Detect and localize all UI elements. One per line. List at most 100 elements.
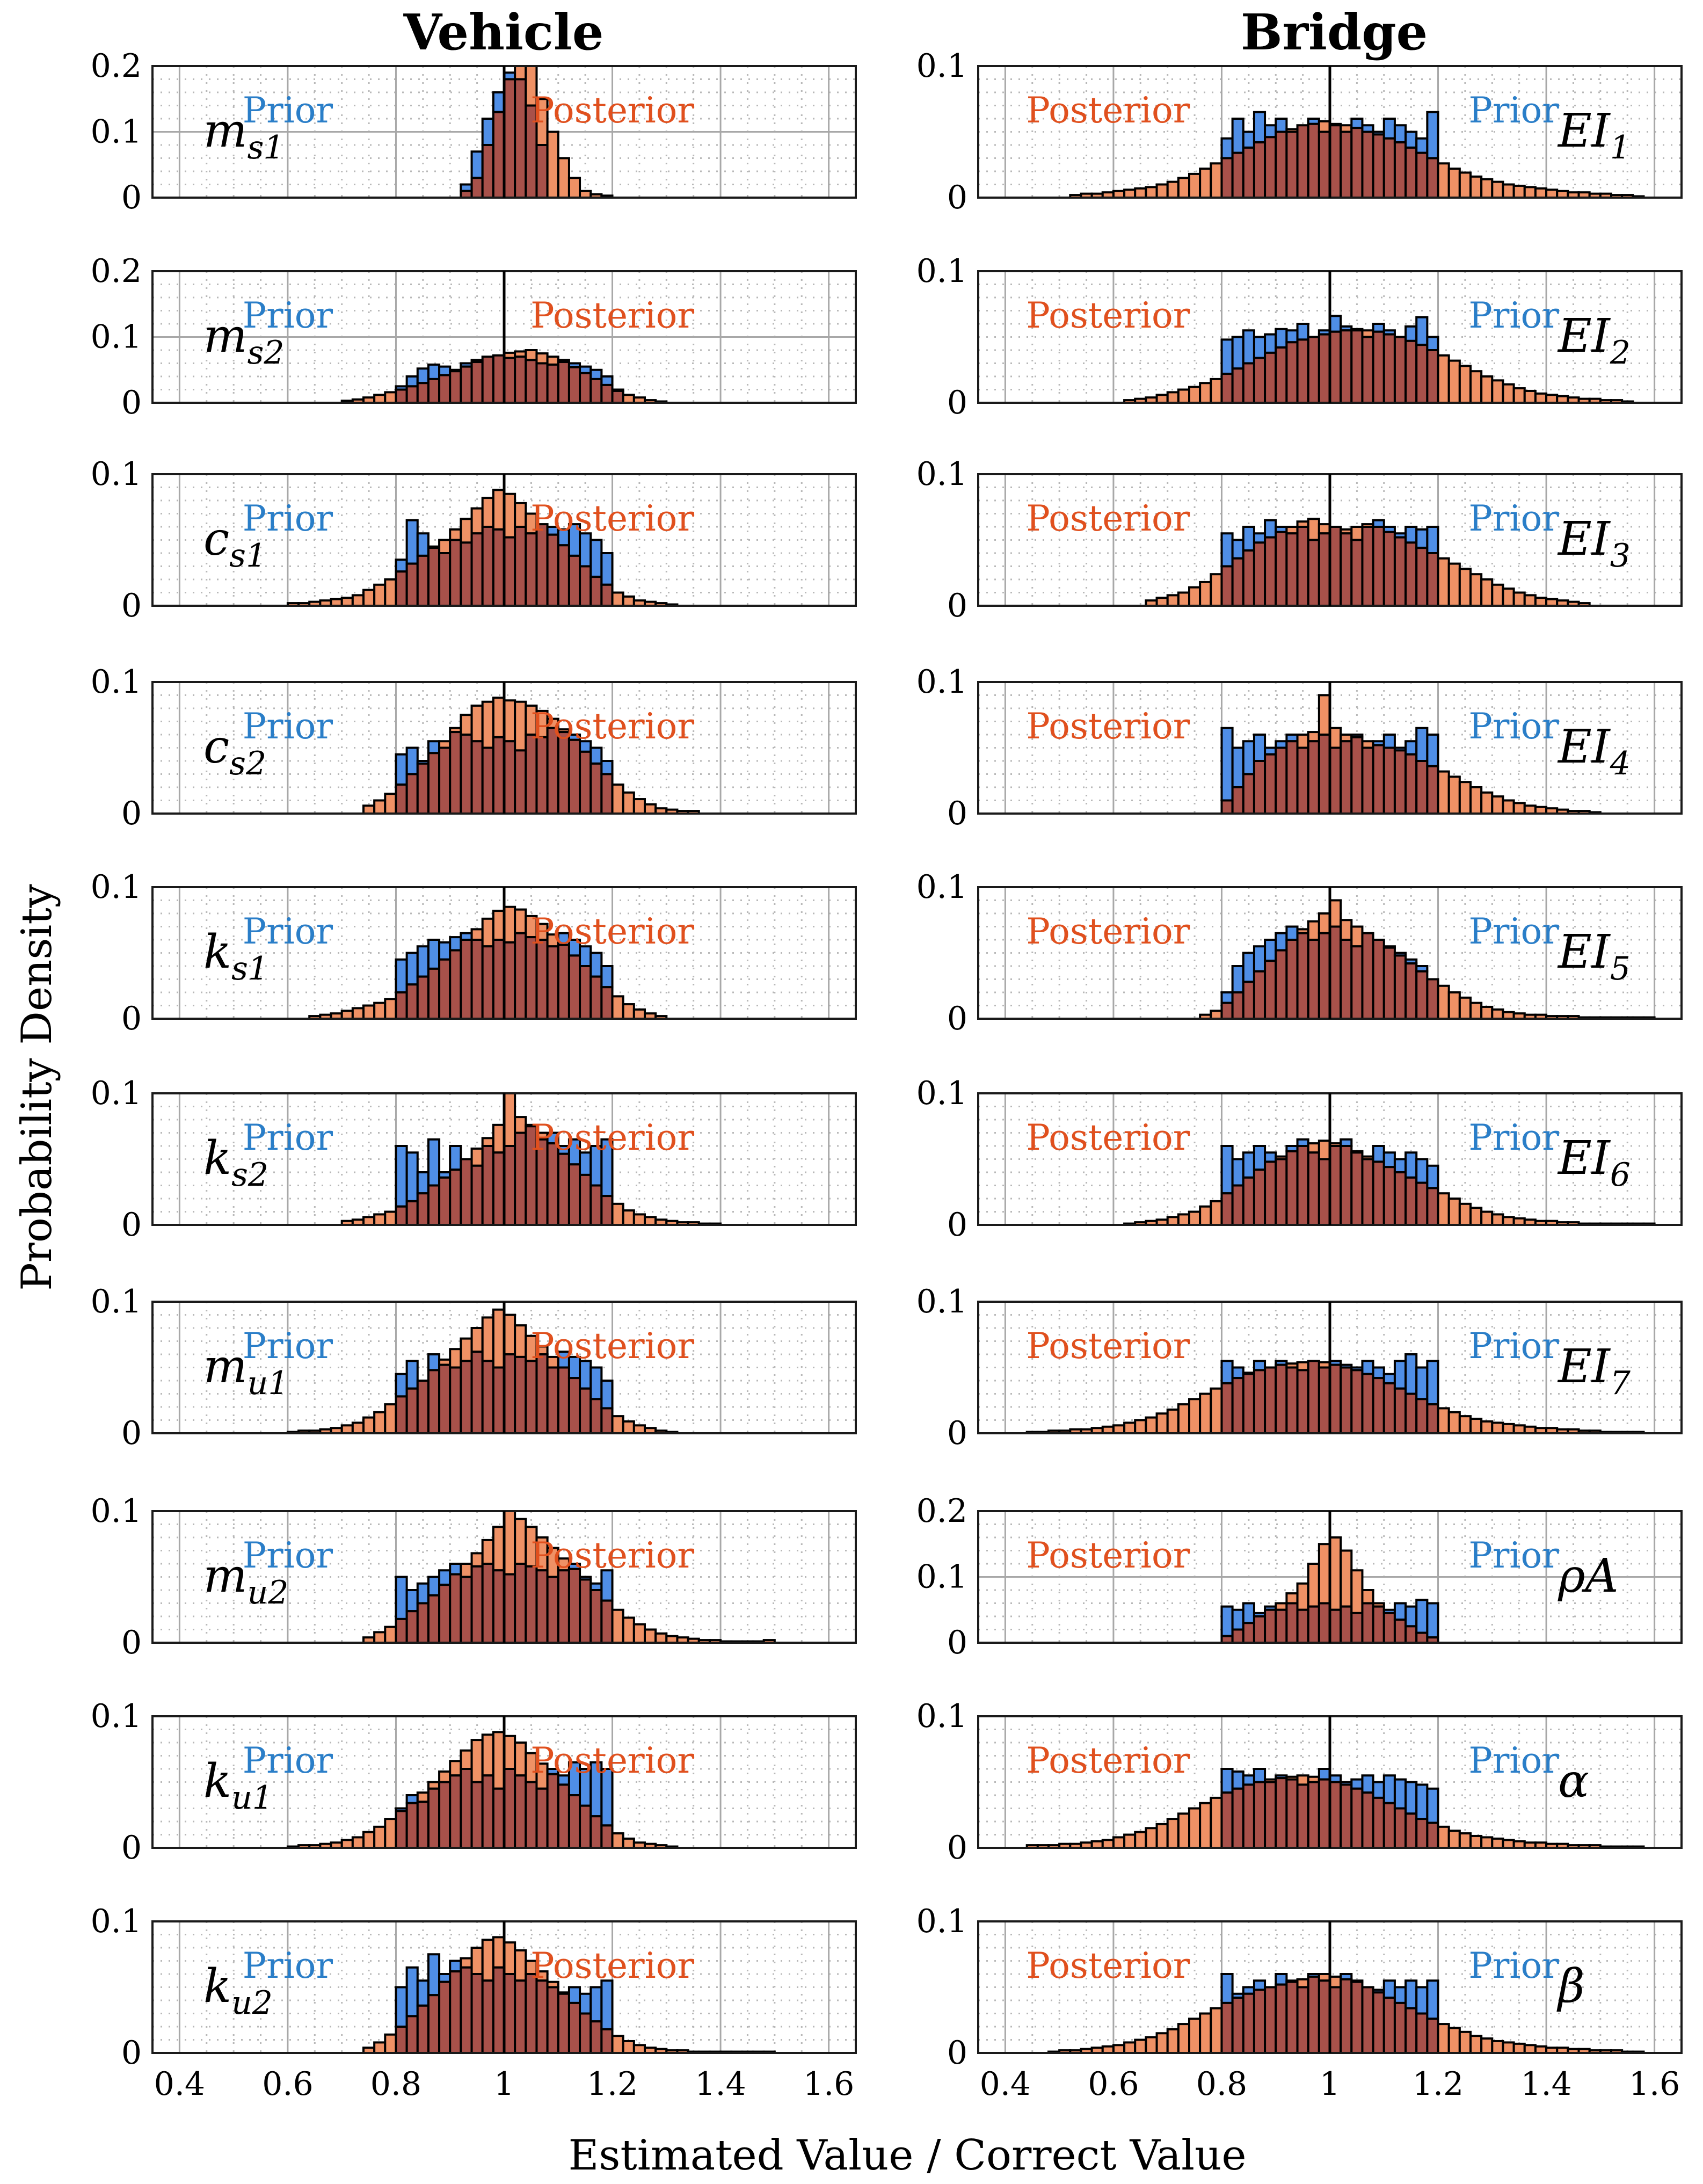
posterior-legend-label: Posterior (1026, 90, 1190, 131)
prior-bar (1404, 1979, 1418, 2009)
overlap-bar (1285, 1150, 1299, 1227)
posterior-bar (514, 65, 527, 81)
prior-bar (1231, 746, 1244, 788)
parameter-label: ks2 (203, 1131, 268, 1194)
y-tick-label: 0.1 (916, 252, 967, 290)
y-tick-label: 0.1 (916, 663, 967, 701)
overlap-bar (395, 991, 408, 1020)
posterior-bar (481, 1539, 494, 1565)
y-tick-label: 0.1 (91, 318, 142, 356)
overlap-bar (1307, 336, 1320, 404)
posterior-bar (1458, 171, 1472, 199)
overlap-bar (590, 975, 603, 1020)
overlap-bar (416, 975, 430, 1020)
posterior-bar (622, 2040, 635, 2054)
overlap-bar (1426, 2018, 1439, 2055)
prior-bar (1382, 118, 1396, 140)
parameter-subscript: s1 (248, 129, 285, 166)
overlap-bar (1318, 130, 1331, 199)
parameter-symbol: ρA (1558, 1549, 1619, 1603)
overlap-bar (535, 736, 549, 815)
posterior-bar (1166, 1408, 1180, 1434)
overlap-bar (1340, 130, 1353, 199)
posterior-bar (546, 130, 559, 199)
overlap-bar (1307, 740, 1320, 815)
overlap-bar (567, 1794, 581, 1849)
posterior-bar (1166, 1818, 1180, 1849)
posterior-bar (481, 700, 494, 749)
overlap-bar (492, 1569, 505, 1644)
parameter-label: ks1 (203, 925, 268, 988)
posterior-bar (351, 1007, 365, 1020)
posterior-bar (470, 1552, 484, 1568)
posterior-bar (1491, 1213, 1504, 1226)
posterior-bar (1534, 597, 1548, 607)
y-tick-label: 0 (121, 1624, 142, 1661)
posterior-bar (1296, 1774, 1309, 1786)
posterior-bar (1210, 162, 1223, 199)
posterior-bar (1458, 568, 1472, 607)
overlap-bar (579, 1578, 592, 1644)
y-tick-label: 0.2 (91, 47, 142, 85)
overlap-bar (1242, 1992, 1255, 2054)
overlap-bar (470, 532, 484, 607)
overlap-bar (395, 2026, 408, 2054)
overlap-bar (1393, 1387, 1407, 1434)
posterior-bar (1155, 183, 1169, 199)
posterior-bar (622, 1616, 635, 1644)
overlap-bar (1242, 1373, 1255, 1434)
overlap-bar (600, 383, 614, 404)
prior-bar (590, 1366, 603, 1401)
overlap-bar (567, 954, 581, 1020)
posterior-bar (1437, 1825, 1450, 1849)
overlap-bar (503, 1145, 516, 1226)
posterior-bar (1437, 770, 1450, 815)
overlap-bar (1382, 1382, 1396, 1434)
overlap-bar (1340, 939, 1353, 1020)
overlap-bar (1231, 1628, 1244, 1644)
overlap-bar (1296, 124, 1309, 199)
prior-bar (395, 1986, 408, 2028)
posterior-bar (1350, 526, 1364, 541)
posterior-bar (362, 1416, 376, 1435)
prior-legend-label: Prior (243, 1117, 333, 1158)
prior-legend-label: Prior (1468, 911, 1559, 952)
posterior-bar (1285, 1592, 1299, 1605)
prior-bar (1285, 329, 1299, 344)
overlap-bar (427, 752, 441, 815)
prior-bar (449, 1960, 462, 1973)
overlap-bar (1242, 773, 1255, 815)
overlap-bar (438, 1781, 452, 1849)
posterior-bar (1437, 162, 1450, 199)
posterior-bar (1188, 1398, 1202, 1435)
parameter-label: mu2 (203, 1549, 288, 1612)
histogram-panel: 0 0.1 Prior Posterior EI3 (916, 455, 1683, 625)
posterior-bar (611, 1608, 624, 1644)
overlap-bar (1329, 1608, 1342, 1644)
prior-bar (1253, 1768, 1267, 1783)
posterior-bar (1491, 1837, 1504, 1849)
parameter-subscript: u1 (231, 1779, 273, 1817)
prior-bar (1264, 939, 1277, 962)
overlap-bar (579, 1387, 592, 1434)
overlap-bar (1350, 1612, 1364, 1644)
overlap-bar (1372, 1991, 1385, 2055)
overlap-bar (395, 783, 408, 815)
posterior-bar (373, 1213, 387, 1226)
parameter-symbol: EI (1557, 104, 1611, 158)
prior-bar (590, 539, 603, 578)
overlap-bar (427, 378, 441, 404)
posterior-bar (1447, 562, 1461, 607)
prior-bar (1426, 1164, 1439, 1189)
prior-bar (1415, 137, 1429, 154)
overlap-bar (525, 1360, 538, 1434)
overlap-bar (460, 1360, 473, 1434)
posterior-bar (1523, 804, 1537, 815)
overlap-bar (1393, 1807, 1407, 1849)
posterior-bar (1296, 1582, 1309, 1611)
prior-legend-label: Prior (1468, 1117, 1559, 1158)
posterior-bar (1437, 557, 1450, 607)
overlap-bar (535, 1569, 549, 1644)
parameter-label: EI3 (1557, 512, 1631, 575)
